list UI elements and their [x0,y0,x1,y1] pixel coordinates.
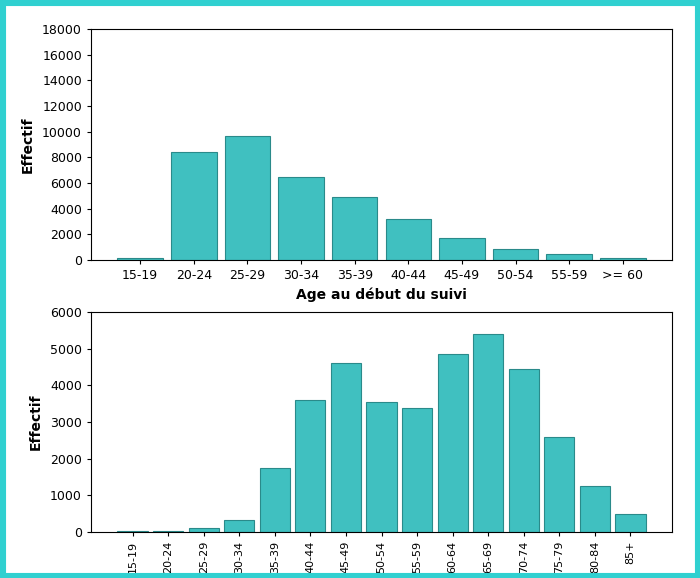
Bar [615,514,645,532]
Bar [332,197,377,260]
Bar [600,258,645,260]
Bar [188,528,219,532]
Y-axis label: Effectif: Effectif [21,116,35,173]
Bar [331,364,361,532]
Bar [493,249,538,260]
Bar [547,254,592,260]
Bar [224,520,254,532]
Bar [171,152,216,260]
Bar [366,402,397,532]
Y-axis label: Effectif: Effectif [29,394,43,450]
Bar [402,408,432,532]
Bar [118,258,163,260]
Bar [295,400,326,532]
Bar [225,135,270,260]
X-axis label: Age au début du suivi: Age au début du suivi [296,288,467,302]
Bar [473,334,503,532]
Bar [580,486,610,532]
Bar [439,238,484,260]
Bar [438,354,468,532]
Bar [509,369,539,532]
Bar [544,436,575,532]
Bar [386,219,431,260]
Bar [260,468,290,532]
Bar [279,177,324,260]
